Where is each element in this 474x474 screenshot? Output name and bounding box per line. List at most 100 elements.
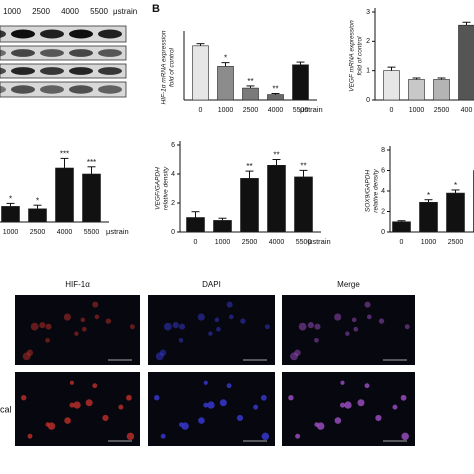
x-tick-label: 0	[400, 239, 404, 246]
cell	[203, 380, 208, 385]
bar	[217, 66, 234, 101]
y-axis-label: HIF-1α mRNA expression	[161, 30, 168, 104]
x-tick-label: 4000	[269, 239, 285, 246]
cell	[30, 322, 39, 331]
blot-band	[11, 67, 35, 75]
x-tick-label: 2500	[434, 107, 450, 114]
y-tick-label: 0	[381, 229, 385, 236]
x-tick-label: 400	[461, 107, 473, 114]
cell	[316, 422, 325, 430]
y-tick-label: 2	[366, 38, 370, 45]
y-axis-label: fold of control	[169, 47, 176, 87]
cell	[216, 326, 221, 332]
x-tick-label: 1000	[215, 239, 231, 246]
cell	[94, 314, 100, 320]
x-tick-label: 1000	[3, 229, 19, 236]
cell	[22, 352, 31, 361]
column-header: Merge	[337, 280, 360, 289]
column-header: DAPI	[202, 280, 221, 289]
cell	[118, 404, 124, 410]
cell	[288, 394, 294, 401]
significance: **	[247, 77, 253, 86]
cell	[366, 314, 372, 320]
x-tick-label: 2500	[242, 239, 258, 246]
blot-band	[69, 85, 93, 94]
cell	[47, 422, 56, 430]
blot-band	[69, 49, 93, 57]
bar	[292, 64, 309, 101]
y-tick-label: 3	[366, 9, 370, 16]
cell	[214, 317, 220, 323]
cell	[73, 401, 81, 409]
lane-label: 4000	[61, 7, 79, 16]
lane-label: 2500	[32, 7, 50, 16]
bar	[383, 70, 400, 101]
cell	[126, 394, 132, 401]
cell	[392, 404, 398, 410]
blot-band	[11, 85, 35, 94]
x-tick-label: 5500	[293, 107, 309, 114]
x-axis-label: μstrain	[106, 227, 129, 236]
y-tick-label: 6	[381, 167, 385, 174]
cell	[307, 322, 314, 329]
x-tick-label: 4000	[268, 107, 284, 114]
cell	[208, 331, 213, 336]
bar	[294, 176, 313, 233]
lane-label: 1000	[3, 7, 21, 16]
cell	[69, 380, 74, 385]
y-tick-label: 2	[171, 200, 175, 207]
blot-band	[11, 29, 35, 39]
blot-band	[40, 67, 64, 75]
cell	[353, 326, 359, 332]
cell	[314, 323, 321, 330]
bar	[55, 167, 74, 223]
blot-band	[0, 85, 6, 94]
cell	[344, 401, 352, 409]
significance: *	[9, 195, 12, 204]
micrograph	[282, 372, 415, 446]
cell	[340, 402, 346, 408]
x-tick-label: 0	[194, 239, 198, 246]
y-axis-label: SOX9/GAPDH	[365, 170, 372, 213]
bar	[192, 45, 209, 101]
y-axis-label: relative density	[373, 169, 380, 213]
y-tick-label: 1	[366, 68, 370, 75]
bar	[213, 220, 232, 233]
bar	[186, 217, 205, 233]
cell	[345, 331, 350, 336]
cell	[351, 317, 357, 323]
cell	[290, 352, 298, 361]
significance: **	[300, 161, 306, 170]
cell	[39, 322, 46, 329]
cell	[226, 383, 232, 389]
cell	[240, 318, 246, 324]
blot-band	[98, 29, 122, 39]
lane-unit: μstrain	[113, 7, 137, 16]
significance: ***	[87, 158, 96, 167]
x-tick-label: 2500	[448, 239, 464, 246]
cell	[69, 402, 75, 408]
bar	[408, 79, 425, 101]
cell	[207, 401, 215, 409]
panel-label: B	[152, 3, 160, 15]
cell	[226, 301, 233, 308]
x-tick-label: 0	[390, 107, 394, 114]
x-tick-label: 5500	[296, 239, 312, 246]
cell	[81, 326, 87, 332]
bar	[392, 221, 411, 233]
x-axis-label: μstrain	[308, 237, 331, 246]
x-tick-label: 2500	[243, 107, 259, 114]
y-tick-label: 8	[381, 147, 385, 154]
y-tick-label: 0	[171, 229, 175, 236]
cell	[314, 338, 319, 343]
bar	[267, 94, 284, 101]
blot-band	[0, 67, 6, 75]
cell	[340, 380, 345, 385]
blot-band	[40, 85, 64, 94]
y-axis-label: fold of control	[357, 36, 364, 76]
cell	[63, 313, 71, 321]
cell	[401, 432, 409, 441]
column-header: HIF-1α	[65, 280, 90, 289]
y-axis-label: VEGF mRNA expression	[349, 20, 356, 92]
